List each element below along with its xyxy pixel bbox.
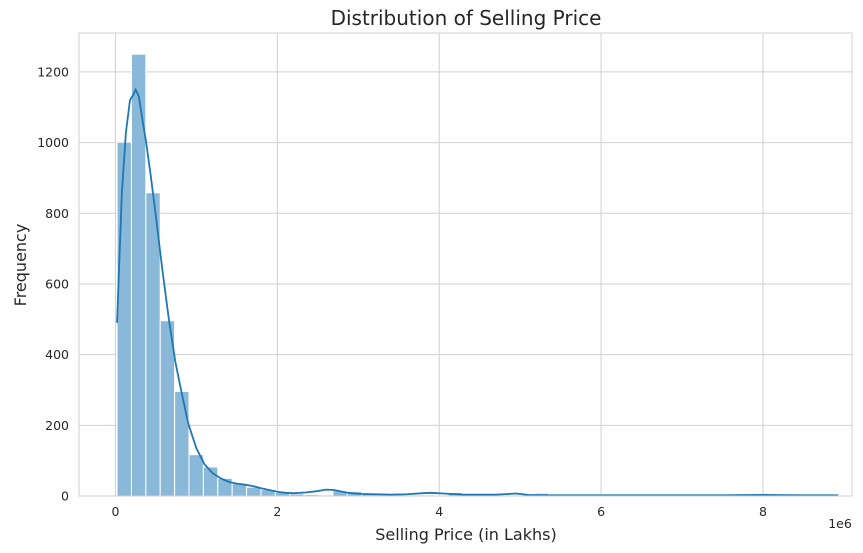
y-axis-ticks: 0 200 400 600 800 1000 1200 [37,64,69,503]
y-axis-label: Frequency [11,224,30,307]
x-tick-label: 6 [597,504,605,519]
plot-area [79,33,852,496]
y-tick-label: 400 [45,347,69,362]
x-tick-label: 2 [273,504,281,519]
y-tick-label: 800 [45,206,69,221]
histogram-bar [188,454,204,497]
y-tick-label: 1000 [37,135,69,150]
gridlines [79,33,852,497]
plot-frame [78,32,853,497]
x-tick-label: 0 [111,504,119,519]
histogram-bar [174,390,190,497]
x-axis-label: Selling Price (in Lakhs) [375,525,556,544]
x-offset-label: 1e6 [828,516,852,531]
x-tick-label: 4 [435,504,443,519]
x-axis-ticks: 0 2 4 6 8 [111,504,767,519]
x-tick-label: 8 [759,504,767,519]
y-tick-label: 1200 [37,64,69,79]
y-tick-label: 200 [45,418,69,433]
histogram-bar [130,53,147,497]
histogram-bars [116,53,838,497]
kde-curve [116,87,839,497]
histogram-bar [116,141,132,497]
y-tick-label: 0 [61,489,69,504]
chart-title: Distribution of Selling Price [331,6,602,30]
y-tick-label: 600 [45,276,69,291]
